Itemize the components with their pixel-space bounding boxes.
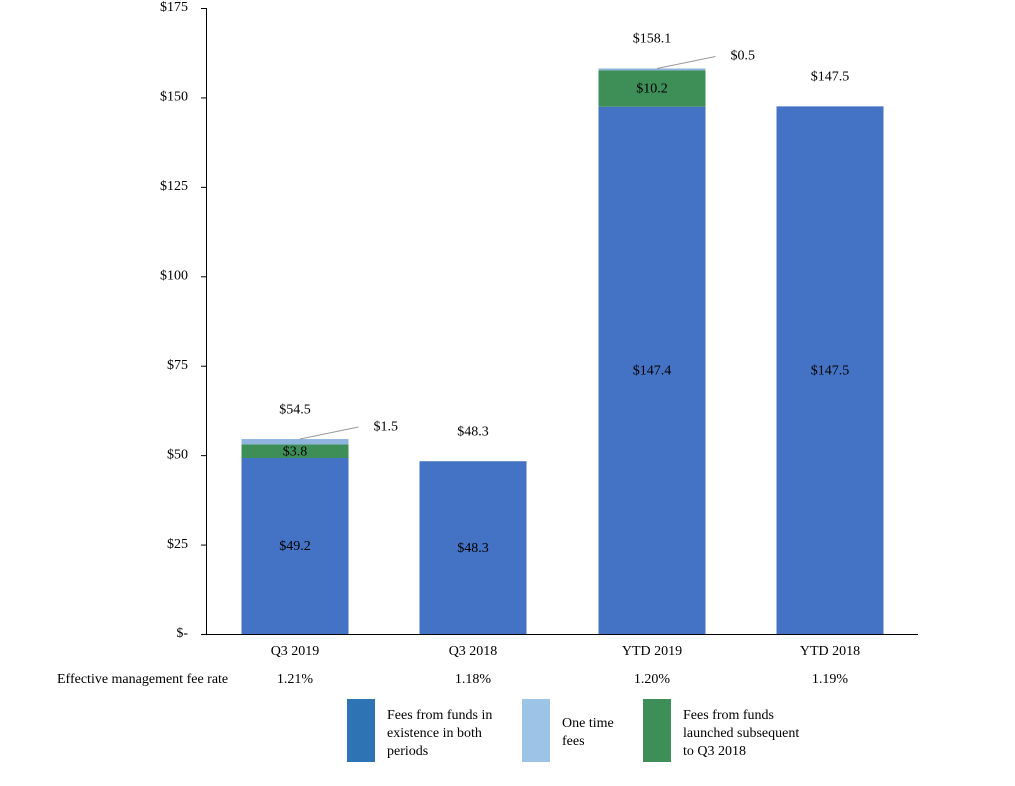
legend-label-existing-funds: Fees from funds in existence in both per…	[387, 708, 493, 759]
x-tick-label: YTD 2019	[622, 644, 682, 659]
data-label: $0.5	[731, 49, 756, 64]
data-label: $147.4	[633, 364, 672, 379]
bar-segment	[241, 439, 349, 445]
legend-swatch-existing-funds	[347, 699, 375, 762]
total-label: $54.5	[279, 402, 311, 417]
x-tick-label: Q3 2019	[271, 644, 320, 659]
fee-rate-q3-2019: 1.21%	[276, 672, 314, 687]
x-tick-label: Q3 2018	[449, 644, 498, 659]
y-tick-label: $50	[167, 447, 188, 462]
bar-segment	[776, 106, 884, 634]
y-tick-label: $125	[160, 179, 188, 194]
y-tick-label: $175	[160, 0, 188, 15]
callout-line	[299, 426, 359, 440]
bar-segment	[419, 461, 527, 634]
y-tick-label: $100	[160, 269, 188, 284]
legend-item-new-funds: Fees from funds launched subsequent to Q…	[643, 699, 833, 763]
bar-segment	[598, 70, 706, 107]
fee-rate-q3-2018: 1.18%	[454, 672, 492, 687]
data-label: $48.3	[457, 541, 489, 556]
data-label: $3.8	[283, 444, 308, 459]
x-tick-label: YTD 2018	[800, 644, 860, 659]
y-tick-label: $25	[167, 537, 188, 552]
bar-segment	[598, 68, 706, 71]
fee-rate-row: Effective management fee rate 1.21% 1.18…	[0, 672, 1015, 692]
total-label: $48.3	[457, 424, 489, 439]
total-label: $158.1	[633, 32, 672, 47]
legend: Fees from funds in existence in both per…	[0, 699, 1015, 763]
bar-segment	[598, 106, 706, 635]
bar-segment	[241, 444, 349, 459]
y-tick-label: $-	[176, 626, 188, 641]
data-label: $1.5	[374, 419, 399, 434]
data-label: $10.2	[636, 82, 668, 97]
total-label: $147.5	[811, 70, 850, 85]
bar-segment	[241, 458, 349, 634]
fee-rate-ytd-2018: 1.19%	[811, 672, 849, 687]
legend-swatch-one-time-fees	[522, 699, 550, 762]
legend-swatch-new-funds	[643, 699, 671, 762]
legend-item-existing-funds: Fees from funds in existence in both per…	[347, 699, 517, 763]
y-tick-label: $150	[160, 90, 188, 105]
y-tick-label: $75	[167, 358, 188, 373]
fee-rate-ytd-2019: 1.20%	[633, 672, 671, 687]
legend-label-new-funds: Fees from funds launched subsequent to Q…	[683, 708, 800, 759]
stacked-bar-chart: $- $25 $50 $75 $100 $125 $150 $175 $49.2 $3.8 $1.5…	[160, 0, 918, 659]
legend-item-one-time-fees: One time fees	[522, 699, 632, 763]
data-label: $147.5	[811, 363, 850, 378]
fee-rate-label: Effective management fee rate	[57, 672, 229, 687]
callout-line	[656, 55, 716, 69]
legend-label-one-time-fees: One time fees	[562, 716, 614, 749]
data-label: $49.2	[279, 539, 311, 554]
